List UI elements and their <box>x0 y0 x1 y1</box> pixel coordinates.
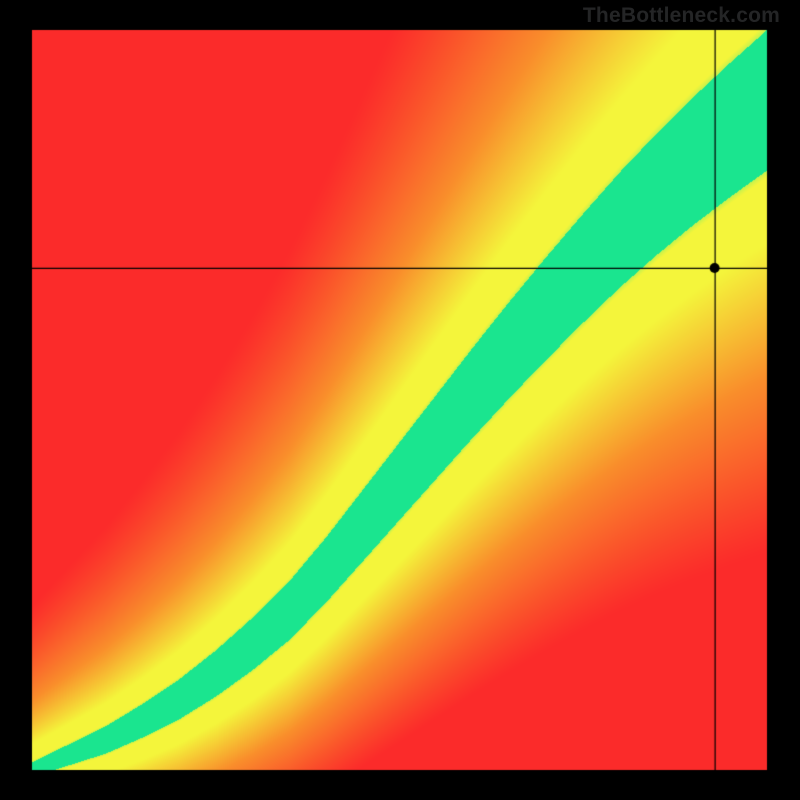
bottleneck-heatmap <box>0 0 800 800</box>
watermark-text: TheBottleneck.com <box>583 4 780 28</box>
chart-container: TheBottleneck.com <box>0 0 800 800</box>
